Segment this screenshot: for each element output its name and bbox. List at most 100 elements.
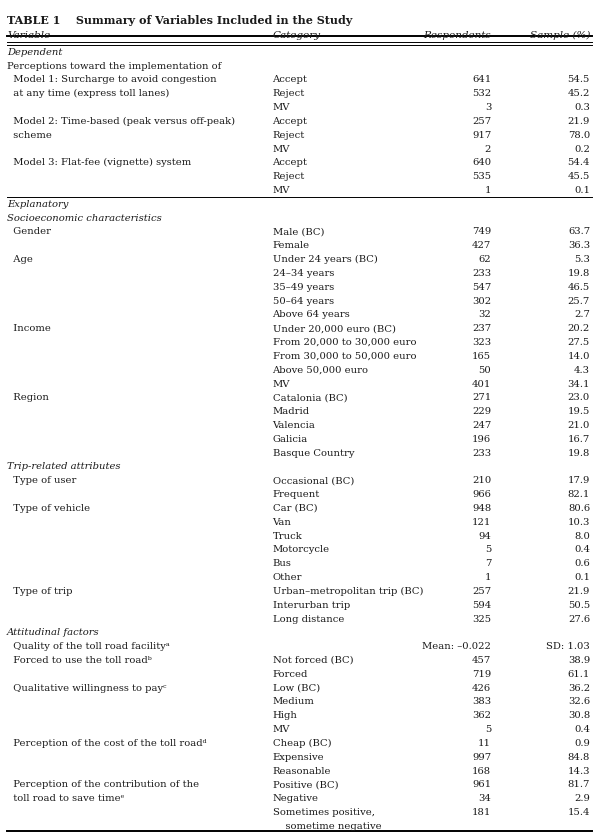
Text: 2.7: 2.7 [574, 311, 590, 319]
Text: 21.9: 21.9 [568, 117, 590, 126]
Text: Sample (%): Sample (%) [530, 31, 590, 40]
Text: 27.6: 27.6 [568, 615, 590, 623]
Text: 229: 229 [472, 407, 491, 416]
Text: Type of trip: Type of trip [7, 587, 72, 596]
Text: Other: Other [273, 573, 302, 582]
Text: Negative: Negative [273, 795, 319, 803]
Text: Interurban trip: Interurban trip [273, 601, 350, 610]
Text: 121: 121 [472, 517, 491, 527]
Text: 50.5: 50.5 [568, 601, 590, 610]
Text: From 30,000 to 50,000 euro: From 30,000 to 50,000 euro [273, 352, 416, 361]
Text: 0.9: 0.9 [574, 739, 590, 748]
Text: 24–34 years: 24–34 years [273, 269, 334, 278]
Text: 23.0: 23.0 [568, 393, 590, 402]
Text: 362: 362 [472, 711, 491, 720]
Text: 21.9: 21.9 [568, 587, 590, 596]
Text: 45.5: 45.5 [568, 172, 590, 181]
Text: From 20,000 to 30,000 euro: From 20,000 to 30,000 euro [273, 338, 416, 347]
Text: Accept: Accept [273, 159, 307, 167]
Text: Urban–metropolitan trip (BC): Urban–metropolitan trip (BC) [273, 587, 423, 596]
Text: 165: 165 [472, 352, 491, 361]
Text: Reject: Reject [273, 131, 305, 139]
Text: Catalonia (BC): Catalonia (BC) [273, 393, 347, 402]
Text: Truck: Truck [273, 532, 302, 541]
Text: 15.4: 15.4 [567, 808, 590, 817]
Text: Perception of the contribution of the: Perception of the contribution of the [7, 780, 199, 790]
Text: Quality of the toll road facilityᵃ: Quality of the toll road facilityᵃ [7, 642, 170, 651]
Text: Occasional (BC): Occasional (BC) [273, 476, 354, 486]
Text: Gender: Gender [7, 228, 51, 237]
Text: 383: 383 [472, 697, 491, 706]
Text: Expensive: Expensive [273, 753, 324, 762]
Text: Model 2: Time-based (peak versus off-peak): Model 2: Time-based (peak versus off-pea… [7, 117, 235, 126]
Text: 0.2: 0.2 [574, 144, 590, 154]
Text: 749: 749 [472, 228, 491, 237]
Text: Basque Country: Basque Country [273, 449, 354, 458]
Text: 3: 3 [485, 103, 491, 112]
Text: 0.4: 0.4 [574, 725, 590, 734]
Text: 5.3: 5.3 [574, 255, 590, 264]
Text: Trip-related attributes: Trip-related attributes [7, 463, 120, 471]
Text: Above 50,000 euro: Above 50,000 euro [273, 365, 368, 375]
Text: 1: 1 [485, 186, 491, 195]
Text: 535: 535 [472, 172, 491, 181]
Text: Van: Van [273, 517, 292, 527]
Text: Accept: Accept [273, 117, 307, 126]
Text: Positive (BC): Positive (BC) [273, 780, 338, 790]
Text: Valencia: Valencia [273, 421, 316, 430]
Text: Cheap (BC): Cheap (BC) [273, 739, 331, 748]
Text: Explanatory: Explanatory [7, 200, 68, 209]
Text: 84.8: 84.8 [568, 753, 590, 762]
Text: Respondents: Respondents [423, 31, 491, 40]
Text: Dependent: Dependent [7, 48, 62, 57]
Text: Medium: Medium [273, 697, 314, 706]
Text: 237: 237 [472, 324, 491, 333]
Text: 94: 94 [479, 532, 491, 541]
Text: Forced: Forced [273, 669, 308, 679]
Text: 45.2: 45.2 [568, 89, 590, 98]
Text: 35–49 years: 35–49 years [273, 283, 334, 291]
Text: Female: Female [273, 241, 310, 250]
Text: Above 64 years: Above 64 years [273, 311, 350, 319]
Text: 5: 5 [485, 725, 491, 734]
Text: 25.7: 25.7 [568, 297, 590, 306]
Text: 36.2: 36.2 [568, 684, 590, 693]
Text: 302: 302 [472, 297, 491, 306]
Text: Car (BC): Car (BC) [273, 504, 317, 513]
Text: 196: 196 [472, 435, 491, 444]
Text: Model 3: Flat-fee (vignette) system: Model 3: Flat-fee (vignette) system [7, 158, 192, 167]
Text: 532: 532 [472, 89, 491, 98]
Text: 426: 426 [472, 684, 491, 693]
Text: 457: 457 [472, 656, 491, 665]
Text: 325: 325 [472, 615, 491, 623]
Text: 2.9: 2.9 [574, 795, 590, 803]
Text: Forced to use the toll roadᵇ: Forced to use the toll roadᵇ [7, 656, 152, 665]
Text: 8.0: 8.0 [574, 532, 590, 541]
Text: Reasonable: Reasonable [273, 767, 331, 775]
Text: 36.3: 36.3 [568, 241, 590, 250]
Text: 62: 62 [479, 255, 491, 264]
Text: Galicia: Galicia [273, 435, 308, 444]
Text: 1: 1 [485, 573, 491, 582]
Text: at any time (express toll lanes): at any time (express toll lanes) [7, 89, 170, 98]
Text: 81.7: 81.7 [568, 780, 590, 790]
Text: 547: 547 [472, 283, 491, 291]
Text: 54.5: 54.5 [568, 76, 590, 84]
Text: SD: 1.03: SD: 1.03 [546, 642, 590, 651]
Text: 30.8: 30.8 [568, 711, 590, 720]
Text: Age: Age [7, 255, 33, 264]
Text: 14.0: 14.0 [567, 352, 590, 361]
Text: 594: 594 [472, 601, 491, 610]
Text: Variable: Variable [7, 31, 50, 40]
Text: 61.1: 61.1 [568, 669, 590, 679]
Text: Perceptions toward the implementation of: Perceptions toward the implementation of [7, 61, 222, 71]
Text: Reject: Reject [273, 89, 305, 98]
Text: 17.9: 17.9 [568, 476, 590, 486]
Text: 257: 257 [472, 117, 491, 126]
Text: 7: 7 [485, 559, 491, 568]
Text: Low (BC): Low (BC) [273, 684, 320, 693]
Text: 50: 50 [479, 365, 491, 375]
Text: 4.3: 4.3 [574, 365, 590, 375]
Text: 34: 34 [479, 795, 491, 803]
Text: 961: 961 [472, 780, 491, 790]
